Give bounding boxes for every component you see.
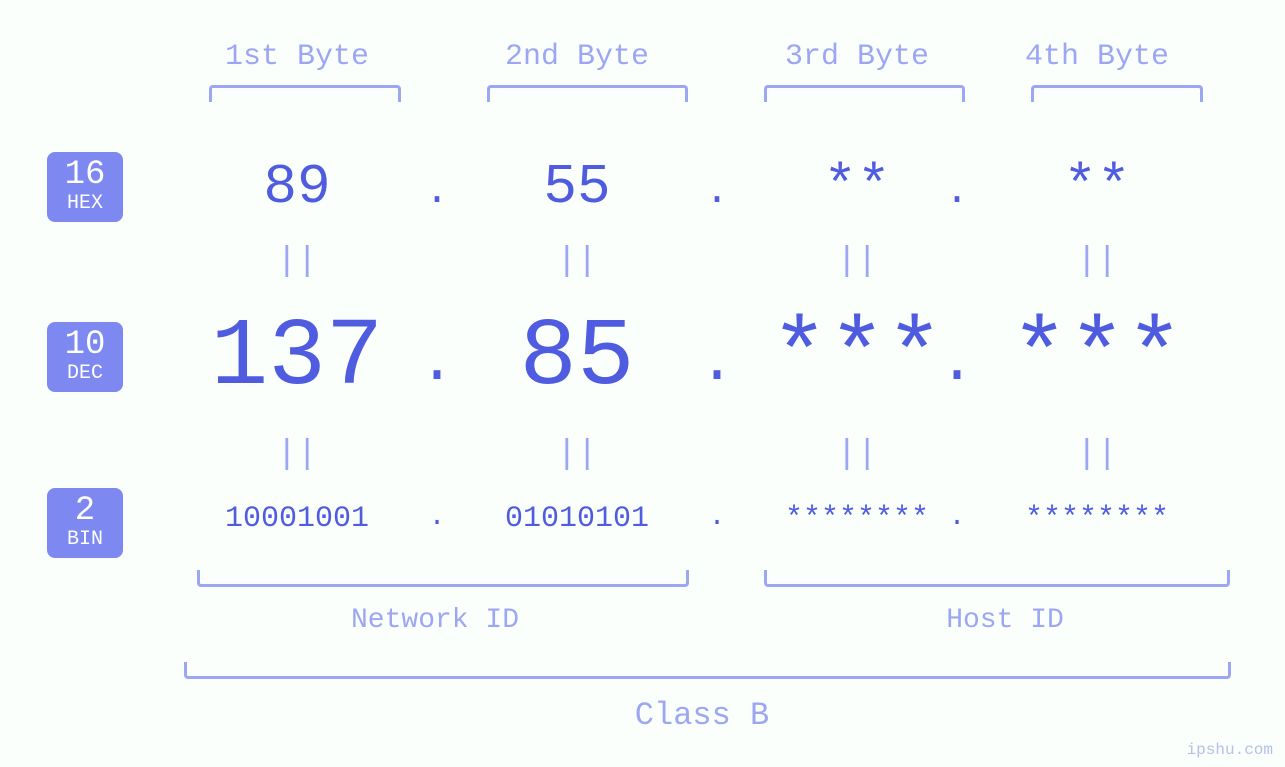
dec-byte-2: 85	[519, 303, 634, 412]
badge-dec-base: 10	[47, 328, 123, 362]
badge-bin-name: BIN	[47, 530, 123, 550]
badge-dec: 10 DEC	[47, 322, 123, 392]
hex-byte-4: **	[1063, 155, 1130, 219]
byte-label-4: 4th Byte	[1025, 40, 1169, 74]
dec-byte-1: 137	[211, 303, 384, 412]
network-id-label: Network ID	[351, 605, 519, 636]
dec-dot-1: .	[419, 330, 455, 398]
hex-dot-3: .	[945, 170, 969, 215]
byte-bracket-3	[764, 85, 965, 102]
badge-hex: 16 HEX	[47, 152, 123, 222]
bin-byte-4: ********	[1025, 502, 1169, 536]
equals-dec-bin-2: ||	[557, 436, 598, 474]
dec-dot-2: .	[699, 330, 735, 398]
host-bracket	[764, 570, 1230, 587]
bin-dot-1: .	[429, 502, 446, 533]
bin-byte-2: 01010101	[505, 502, 649, 536]
byte-bracket-2	[487, 85, 688, 102]
equals-hex-dec-4: ||	[1077, 243, 1118, 281]
badge-bin: 2 BIN	[47, 488, 123, 558]
dec-dot-3: .	[939, 330, 975, 398]
equals-dec-bin-3: ||	[837, 436, 878, 474]
network-bracket	[197, 570, 689, 587]
watermark: ipshu.com	[1187, 741, 1273, 759]
byte-label-3: 3rd Byte	[785, 40, 929, 74]
badge-hex-name: HEX	[47, 194, 123, 214]
host-id-label: Host ID	[946, 605, 1064, 636]
bin-byte-1: 10001001	[225, 502, 369, 536]
equals-dec-bin-4: ||	[1077, 436, 1118, 474]
hex-dot-1: .	[425, 170, 449, 215]
byte-label-1: 1st Byte	[225, 40, 369, 74]
hex-byte-2: 55	[543, 155, 610, 219]
badge-bin-base: 2	[47, 494, 123, 528]
equals-hex-dec-2: ||	[557, 243, 598, 281]
equals-dec-bin-1: ||	[277, 436, 318, 474]
class-label: Class B	[635, 697, 769, 734]
badge-dec-name: DEC	[47, 364, 123, 384]
equals-hex-dec-3: ||	[837, 243, 878, 281]
byte-bracket-1	[209, 85, 401, 102]
class-bracket	[184, 662, 1231, 679]
bin-byte-3: ********	[785, 502, 929, 536]
equals-hex-dec-1: ||	[277, 243, 318, 281]
hex-byte-3: **	[823, 155, 890, 219]
byte-bracket-4	[1031, 85, 1203, 102]
dec-byte-3: ***	[771, 303, 944, 412]
bin-dot-3: .	[949, 502, 966, 533]
dec-byte-4: ***	[1011, 303, 1184, 412]
hex-byte-1: 89	[263, 155, 330, 219]
hex-dot-2: .	[705, 170, 729, 215]
byte-label-2: 2nd Byte	[505, 40, 649, 74]
bin-dot-2: .	[709, 502, 726, 533]
badge-hex-base: 16	[47, 158, 123, 192]
